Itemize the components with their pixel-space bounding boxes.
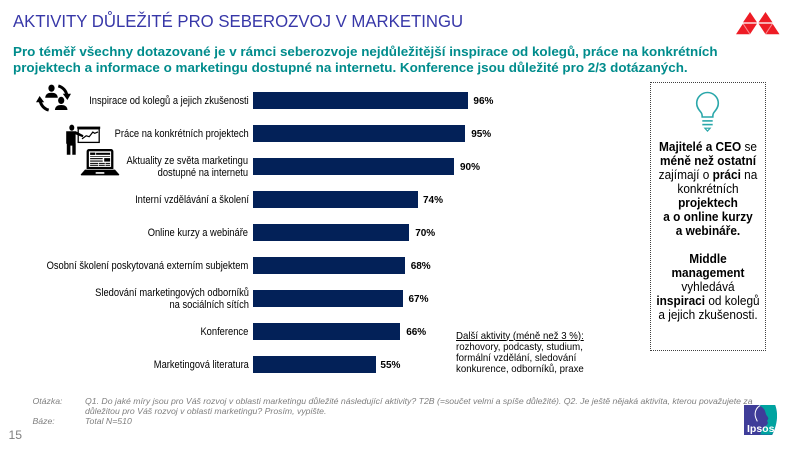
svg-text:Ipsos: Ipsos: [747, 423, 775, 435]
